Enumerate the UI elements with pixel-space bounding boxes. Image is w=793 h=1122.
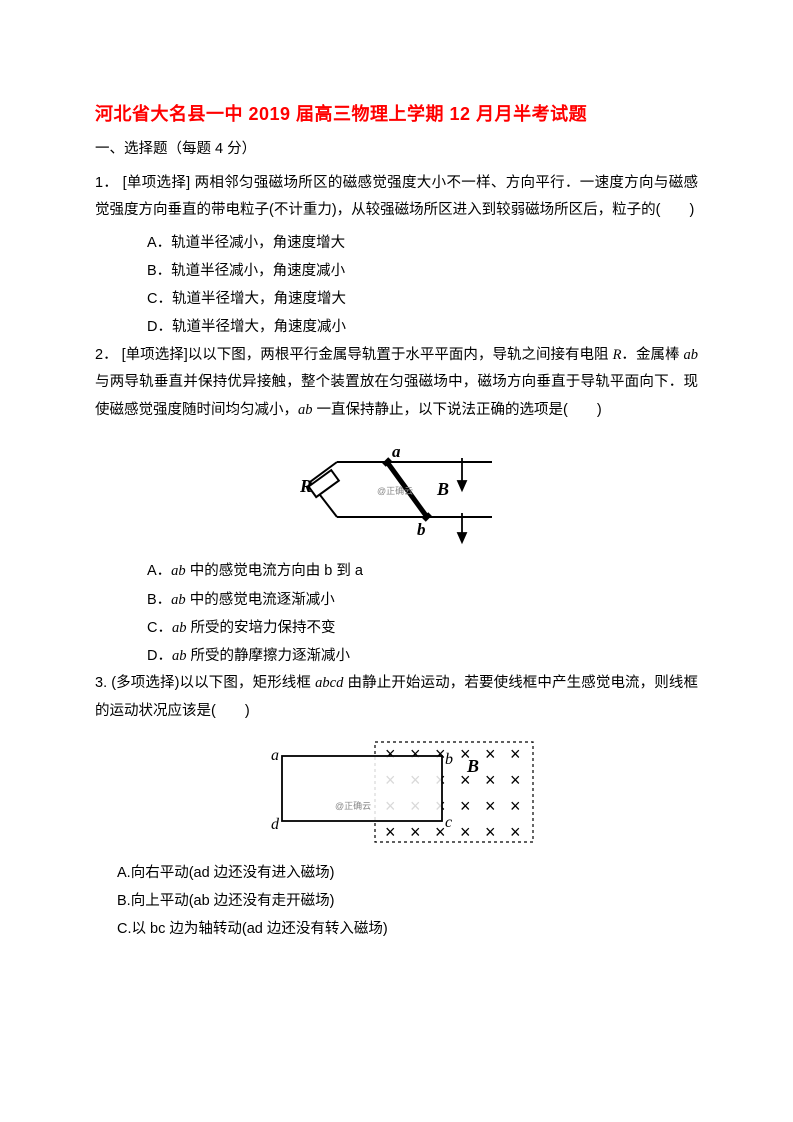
q2-tag: [单项选择] (122, 347, 188, 363)
q1-option-d: D．轨道半径增大，角速度减小 (147, 313, 698, 341)
q2-c-i: ab (172, 620, 187, 636)
q3-num: 3. (95, 675, 107, 691)
q2-ab1: ab (684, 347, 699, 363)
q3-figure-wrap: ×××××××××××××××××××××××× a b c d B @正确云 (95, 734, 698, 849)
q2-option-d: D．ab 所受的静摩擦力逐渐减小 (147, 642, 698, 670)
q3-label-a: a (271, 747, 279, 764)
q1-option-b: B．轨道半径减小，角速度减小 (147, 257, 698, 285)
q2-b-post: 中的感觉电流逐渐减小 (186, 592, 335, 608)
q2-t1: 以以下图，两根平行金属导轨置于水平平面内，导轨之间接有电阻 (188, 347, 613, 363)
q2-figure-wrap: R a b B @正确云 (95, 432, 698, 547)
q3-watermark: @正确云 (335, 800, 371, 811)
q2-a-i: ab (171, 563, 186, 579)
q1-option-c: C．轨道半径增大，角速度增大 (147, 285, 698, 313)
q2-a-post: 中的感觉电流方向由 b 到 a (186, 563, 363, 579)
svg-text:×: × (410, 822, 421, 842)
svg-text:×: × (510, 770, 521, 790)
q1-num: 1． (95, 175, 118, 191)
q2-d-pre: D． (147, 648, 172, 664)
q2-label-b: b (417, 520, 426, 539)
svg-text:×: × (460, 796, 471, 816)
q3-option-a: A.向右平动(ad 边还没有进入磁场) (117, 859, 698, 887)
page-title: 河北省大名县一中 2019 届高三物理上学期 12 月月半考试题 (95, 100, 698, 126)
q2-c-pre: C． (147, 620, 172, 636)
q3-label-b: b (445, 751, 453, 768)
q3-options: A.向右平动(ad 边还没有进入磁场) B.向上平动(ab 边还没有走开磁场) … (95, 859, 698, 944)
svg-text:×: × (385, 822, 396, 842)
q3-option-c: C.以 bc 边为轴转动(ad 边还没有转入磁场) (117, 915, 698, 943)
svg-text:×: × (460, 822, 471, 842)
q2-a-pre: A． (147, 563, 171, 579)
q2-figure: R a b B @正确云 (292, 432, 502, 547)
q2-c-post: 所受的安培力保持不变 (186, 620, 335, 636)
q2-label-B: B (436, 479, 449, 499)
exam-page: 河北省大名县一中 2019 届高三物理上学期 12 月月半考试题 一、选择题（每… (0, 0, 793, 1122)
q2-watermark: @正确云 (377, 485, 413, 496)
svg-text:×: × (510, 822, 521, 842)
q3-body: 以以下图，矩形线框 abcd 由静止开始运动，若要使线框中产生感觉电流，则线框的… (95, 675, 698, 719)
q3-abcd: abcd (315, 675, 343, 691)
q3-option-b: B.向上平动(ab 边还没有走开磁场) (117, 887, 698, 915)
q2-b-pre: B． (147, 592, 171, 608)
svg-text:×: × (485, 822, 496, 842)
svg-text:×: × (510, 744, 521, 764)
svg-text:×: × (510, 796, 521, 816)
section-label: 一、选择题（每题 4 分） (95, 136, 698, 164)
question-1: 1． [单项选择] 两相邻匀强磁场所区的磁感觉强度大小不一样、方向平行．一速度方… (95, 170, 698, 225)
q2-t4: 一直保持静止，以下说法正确的选项是( ) (313, 402, 602, 418)
q1-options: A．轨道半径减小，角速度增大 B．轨道半径减小，角速度减小 C．轨道半径增大，角… (95, 229, 698, 342)
q2-label-R: R (299, 476, 312, 496)
svg-text:×: × (485, 744, 496, 764)
q3-tag: (多项选择) (111, 675, 179, 691)
q1-option-a: A．轨道半径减小，角速度增大 (147, 229, 698, 257)
question-3: 3. (多项选择)以以下图，矩形线框 abcd 由静止开始运动，若要使线框中产生… (95, 670, 698, 725)
q2-option-c: C．ab 所受的安培力保持不变 (147, 614, 698, 642)
q3-figure: ×××××××××××××××××××××××× a b c d B @正确云 (257, 734, 537, 849)
q2-ab2: ab (298, 402, 313, 418)
q2-option-a: A．ab 中的感觉电流方向由 b 到 a (147, 557, 698, 585)
q3-label-c: c (445, 814, 452, 831)
svg-text:×: × (485, 770, 496, 790)
q2-t2: ．金属棒 (621, 347, 683, 363)
question-2: 2． [单项选择]以以下图，两根平行金属导轨置于水平平面内，导轨之间接有电阻 R… (95, 342, 698, 425)
q3-t1: 以以下图，矩形线框 (179, 675, 315, 691)
svg-text:×: × (435, 822, 446, 842)
q2-num: 2． (95, 347, 118, 363)
q2-d-post: 所受的静摩擦力逐渐减小 (186, 648, 350, 664)
svg-text:×: × (485, 796, 496, 816)
q3-label-d: d (271, 816, 280, 833)
q3-label-B: B (466, 756, 479, 776)
q2-label-a: a (392, 442, 401, 461)
q2-option-b: B．ab 中的感觉电流逐渐减小 (147, 586, 698, 614)
q2-options: A．ab 中的感觉电流方向由 b 到 a B．ab 中的感觉电流逐渐减小 C．a… (95, 557, 698, 670)
q2-b-i: ab (171, 592, 186, 608)
q1-tag: [单项选择] (123, 175, 191, 191)
q2-d-i: ab (172, 648, 187, 664)
